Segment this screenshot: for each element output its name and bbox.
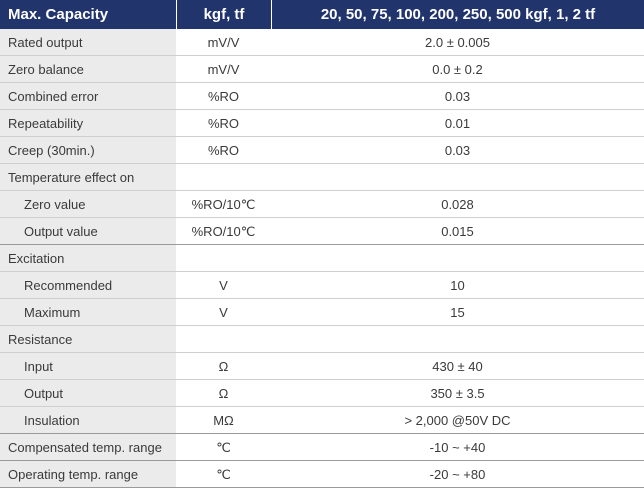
header-capacity-label: Max. Capacity: [0, 0, 176, 29]
row-unit: Ω: [218, 359, 229, 374]
row-label: Compensated temp. range: [0, 434, 176, 461]
table-row: Excitation: [0, 245, 644, 272]
row-divider: [0, 190, 644, 191]
row-divider: [0, 217, 644, 218]
row-unit: [176, 164, 271, 191]
row-value: 2.0 ± 0.005: [425, 35, 490, 50]
row-label: Temperature effect on: [0, 164, 176, 191]
row-value: 350 ± 3.5: [430, 386, 485, 401]
row-label: Input: [0, 353, 176, 380]
header-capacity-values: 20, 50, 75, 100, 200, 250, 500 kgf, 1, 2…: [271, 0, 644, 29]
row-unit: mV/V: [207, 35, 240, 50]
row-unit: V: [219, 278, 228, 293]
row-label: Repeatability: [0, 110, 176, 137]
table-row: Output value %RO/10℃ 0.015: [0, 218, 644, 245]
row-unit: MΩ: [213, 413, 234, 428]
row-divider: [0, 163, 644, 164]
row-value: 430 ± 40: [432, 359, 483, 374]
row-unit: %RO: [207, 116, 240, 131]
row-unit: ℃: [216, 440, 231, 455]
row-divider: [0, 352, 644, 353]
row-unit: ℃: [216, 467, 231, 482]
row-unit: %RO: [207, 89, 240, 104]
row-unit: %RO: [207, 143, 240, 158]
row-value: 0.03: [444, 143, 471, 158]
row-label: Creep (30min.): [0, 137, 176, 164]
header-unit-label: kgf, tf: [176, 0, 271, 29]
table-row: Operating temp. range ℃ -20 ~ +80: [0, 461, 644, 488]
row-unit: [176, 326, 271, 353]
row-label: Combined error: [0, 83, 176, 110]
row-value: > 2,000 @50V DC: [404, 413, 511, 428]
row-divider: [0, 271, 644, 272]
row-label: Insulation: [0, 407, 176, 434]
table-row: Temperature effect on: [0, 164, 644, 191]
row-value: -10 ~ +40: [429, 440, 486, 455]
table-row: Rated output mV/V 2.0 ± 0.005: [0, 29, 644, 56]
row-label: Output value: [0, 218, 176, 245]
group-divider: [0, 460, 644, 461]
row-divider: [0, 325, 644, 326]
row-value: 0.01: [444, 116, 471, 131]
group-divider: [0, 244, 644, 245]
row-label: Zero value: [0, 191, 176, 218]
table-row: Zero balance mV/V 0.0 ± 0.2: [0, 56, 644, 83]
row-value: 0.015: [441, 224, 474, 239]
table-row: Maximum V 15: [0, 299, 644, 326]
row-label: Maximum: [0, 299, 176, 326]
row-divider: [0, 55, 644, 56]
row-value: [271, 164, 644, 191]
row-label: Recommended: [0, 272, 176, 299]
row-divider: [0, 379, 644, 380]
row-unit: Ω: [218, 386, 229, 401]
table-row: Repeatability %RO 0.01: [0, 110, 644, 137]
row-value: 15: [450, 305, 465, 320]
row-label: Excitation: [0, 245, 176, 272]
table-row: Creep (30min.) %RO 0.03: [0, 137, 644, 164]
row-value: 10: [450, 278, 465, 293]
row-value: [271, 245, 644, 272]
row-label: Zero balance: [0, 56, 176, 83]
table-row: Recommended V 10: [0, 272, 644, 299]
row-unit: mV/V: [207, 62, 240, 77]
row-unit: %RO/10℃: [191, 224, 256, 239]
group-divider: [0, 433, 644, 434]
table-row: Resistance: [0, 326, 644, 353]
row-divider: [0, 298, 644, 299]
row-value: [271, 326, 644, 353]
row-divider: [0, 136, 644, 137]
row-value: 0.0 ± 0.2: [432, 62, 483, 77]
row-value: -20 ~ +80: [429, 467, 486, 482]
row-label: Rated output: [0, 29, 176, 56]
row-unit: [176, 245, 271, 272]
table-bottom-border: [0, 487, 644, 488]
table-row: Output Ω 350 ± 3.5: [0, 380, 644, 407]
row-unit: V: [219, 305, 228, 320]
row-label: Operating temp. range: [0, 461, 176, 488]
row-label: Output: [0, 380, 176, 407]
row-value: 0.028: [441, 197, 474, 212]
table-row: Zero value %RO/10℃ 0.028: [0, 191, 644, 218]
row-divider: [0, 406, 644, 407]
table-row: Insulation MΩ > 2,000 @50V DC: [0, 407, 644, 434]
table-row: Combined error %RO 0.03: [0, 83, 644, 110]
row-divider: [0, 109, 644, 110]
row-label: Resistance: [0, 326, 176, 353]
table-row: Compensated temp. range ℃ -10 ~ +40: [0, 434, 644, 461]
row-value: 0.03: [444, 89, 471, 104]
row-unit: %RO/10℃: [191, 197, 256, 212]
row-divider: [0, 82, 644, 83]
table-row: Input Ω 430 ± 40: [0, 353, 644, 380]
